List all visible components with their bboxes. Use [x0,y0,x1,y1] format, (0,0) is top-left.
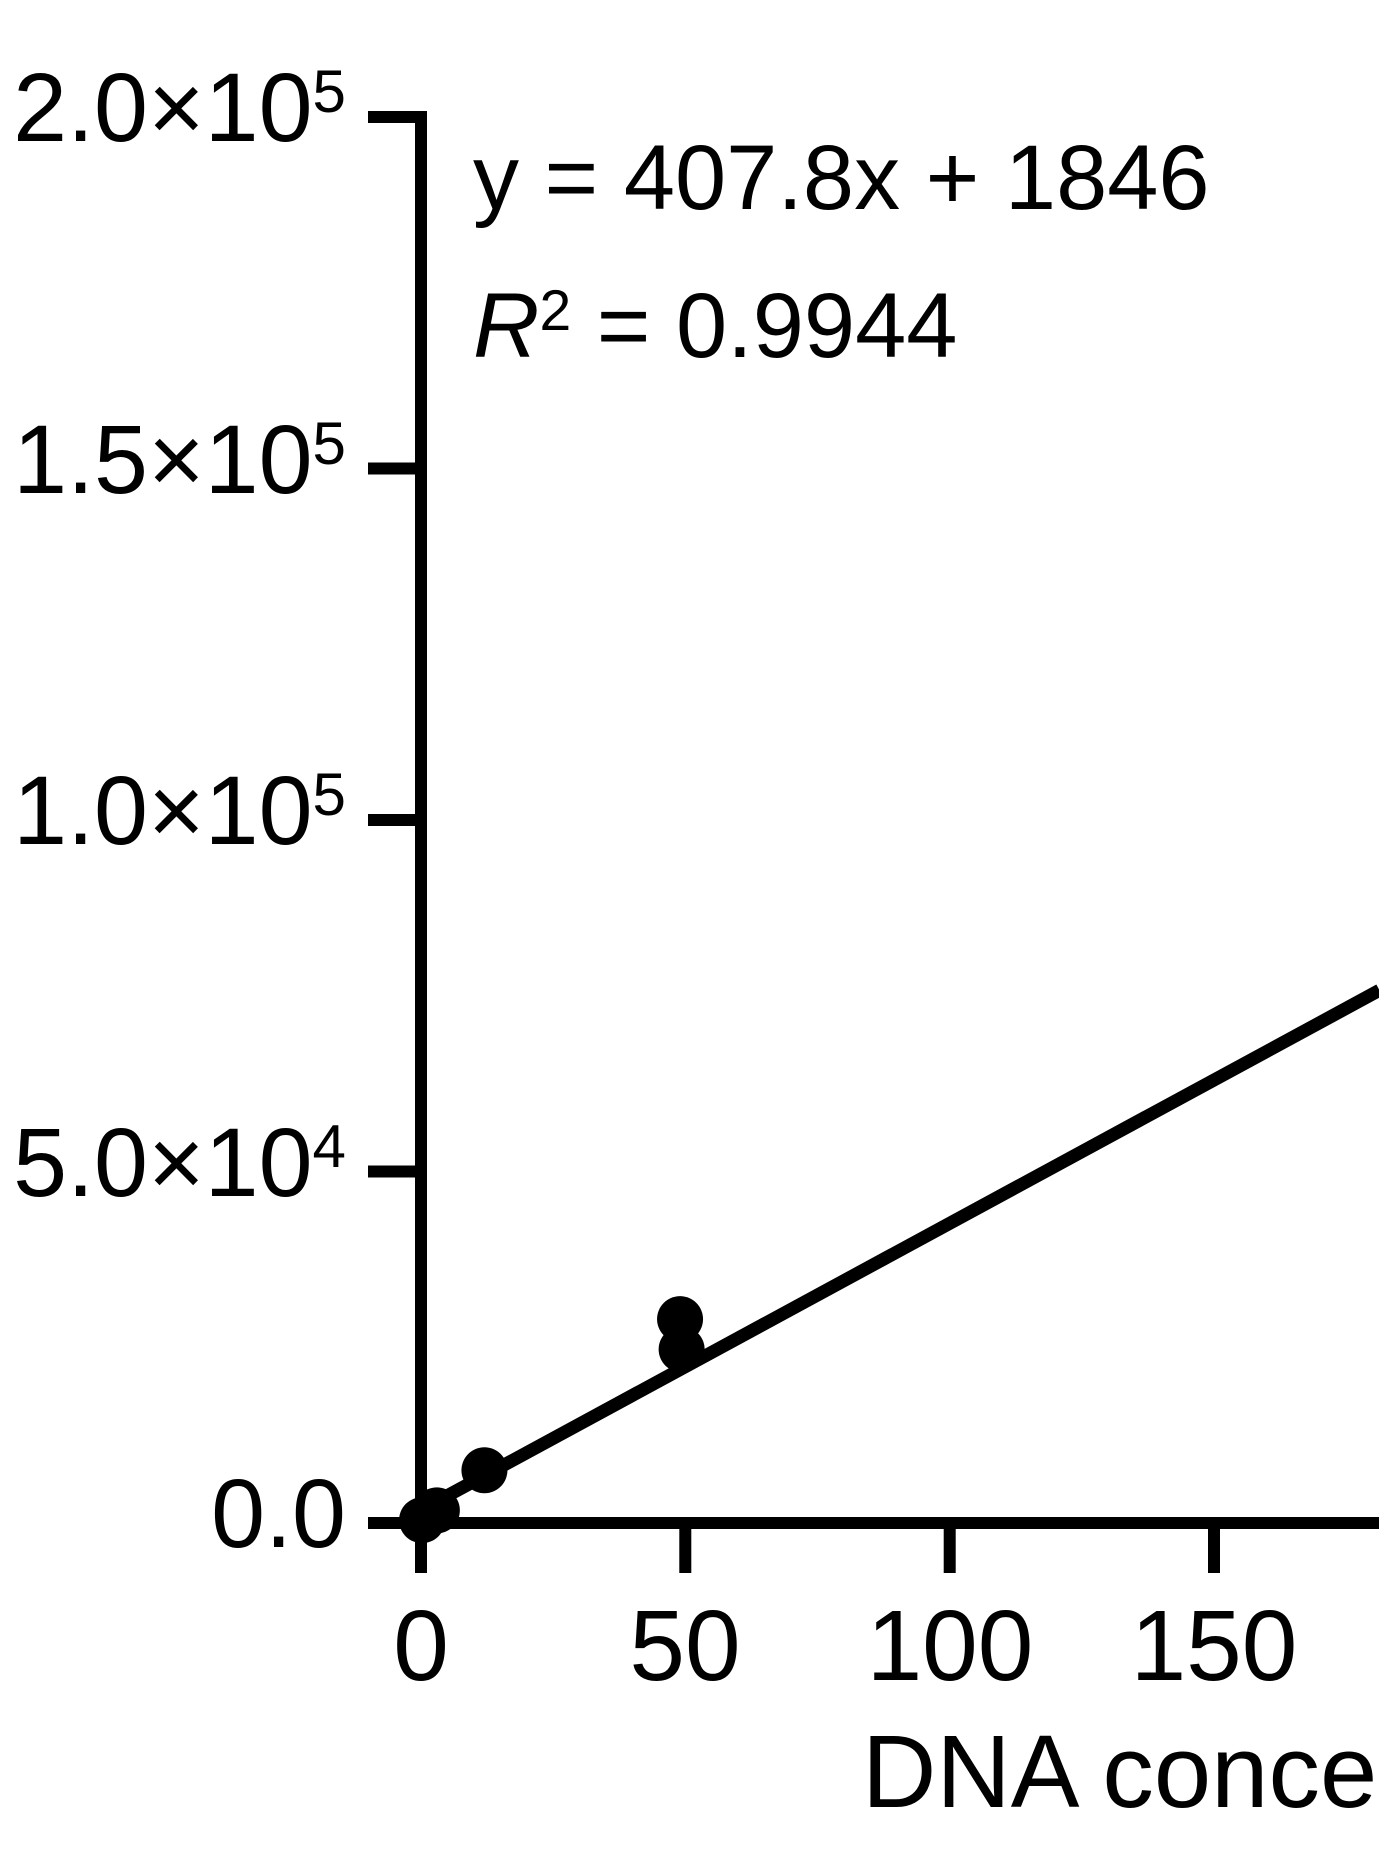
x-tick-label: 0 [393,1590,449,1702]
r-squared-text: R2 = 0.9944 [473,252,1210,400]
y-axis-ticks [368,111,418,1529]
y-tick-mantissa: 0.0 [211,1459,346,1568]
data-points [399,1296,705,1544]
x-axis-ticks [415,1523,1220,1573]
x-tick-label: 150 [1130,1590,1298,1702]
r-symbol: R [473,275,540,377]
regression-annotation: y = 407.8x + 1846 R2 = 0.9944 [473,104,1210,400]
r-squared-value: = 0.9944 [571,275,958,377]
y-tick-mantissa: 1.5×10 [13,405,313,514]
data-point [658,1326,705,1373]
y-tick-exponent: 5 [312,761,346,829]
data-point [461,1447,508,1494]
y-tick-mantissa: 5.0×10 [13,1108,313,1217]
y-tick-exponent: 4 [312,1113,346,1181]
x-tick-label: 100 [866,1590,1034,1702]
y-tick-label: 1.5×105 [13,405,346,515]
equation-text: y = 407.8x + 1846 [473,127,1210,229]
y-tick-label: 0.0 [211,1459,346,1569]
r-squared-exponent: 2 [539,278,572,343]
y-tick-label: 1.0×105 [13,756,346,866]
regression-fit-line [417,984,1379,1516]
y-tick-exponent: 5 [312,58,346,126]
y-tick-mantissa: 2.0×10 [13,53,313,162]
x-tick-label: 50 [629,1590,741,1702]
y-tick-mantissa: 1.0×10 [13,756,313,865]
y-tick-label: 5.0×104 [13,1108,346,1218]
data-point [413,1487,460,1534]
y-tick-exponent: 5 [312,410,346,478]
x-axis-title: DNA conce [862,1714,1378,1829]
y-tick-label: 2.0×105 [13,53,346,163]
axes [368,111,1379,1573]
